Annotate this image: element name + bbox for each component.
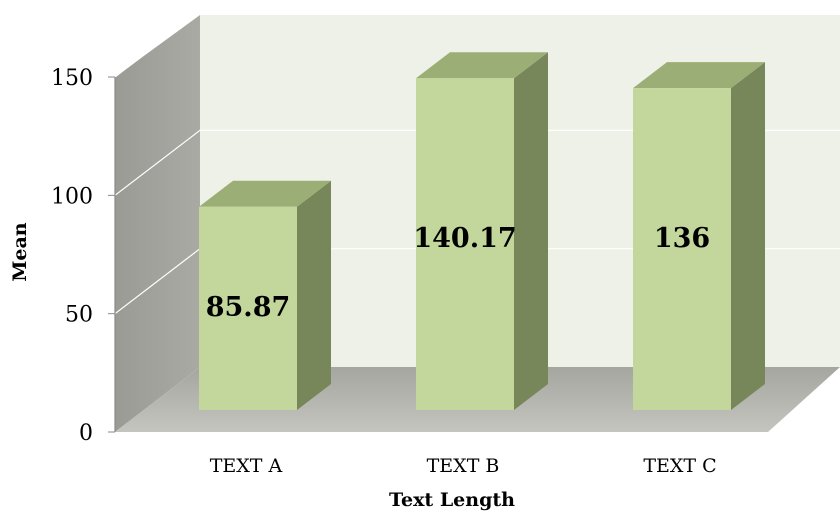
bar-top [199,180,331,207]
data-label: 85.87 [206,292,291,323]
bar-side [514,52,548,410]
bar [633,62,765,411]
bar-top [416,52,548,79]
data-labels: 85.87 140.17 136 [206,223,710,323]
y-tick-label: 100 [51,184,93,209]
y-tick-label: 50 [65,303,93,328]
data-label: 140.17 [413,223,516,254]
x-tick-label: TEXT C [643,455,716,477]
x-tick-label: TEXT A [210,455,283,477]
bar [199,180,331,410]
bar-front [416,78,514,411]
bar-front [199,206,297,410]
bar-side [731,62,765,411]
data-label: 136 [654,223,710,254]
bar-side [297,180,331,410]
left-wall [115,15,200,432]
category-labels: TEXT A TEXT B TEXT C [210,455,717,477]
y-tick-labels: 0 50 100 150 [51,66,115,446]
x-tick-label: TEXT B [427,455,500,477]
y-tick-label: 150 [51,66,93,91]
bar-front [633,88,731,411]
x-axis-title: Text Length [389,489,515,511]
y-axis-title: Mean [9,222,31,281]
bar [416,52,548,411]
bar-top [633,62,765,89]
gridline [114,11,840,78]
bars [199,52,765,411]
gridline [114,129,840,196]
y-tick-label: 0 [79,421,93,446]
